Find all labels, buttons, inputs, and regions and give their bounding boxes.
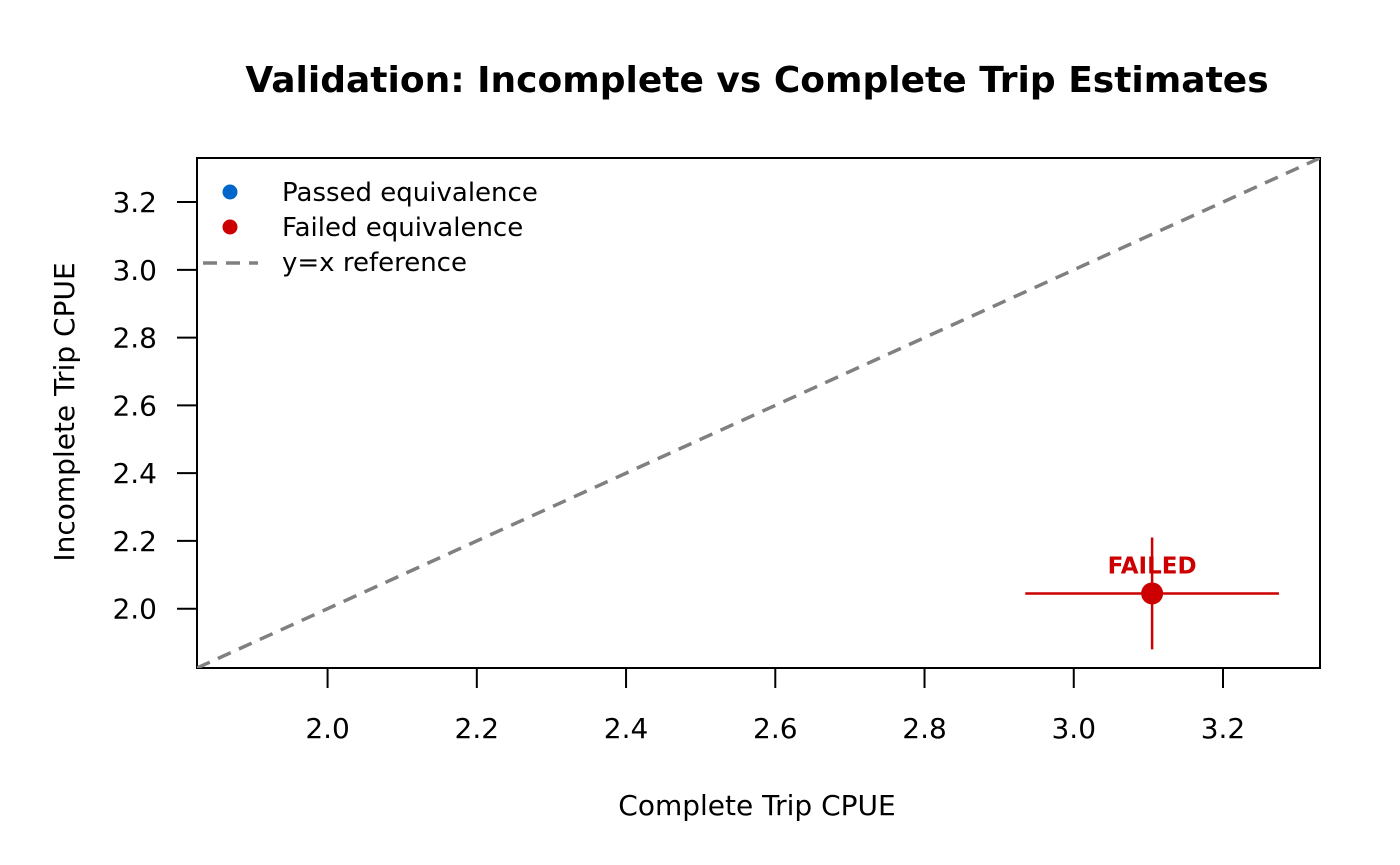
y-axis: 2.0 2.2 2.4 2.6 2.8 3.0 3.2 [112,186,198,626]
y-tick-label: 2.8 [112,322,157,355]
legend: Passed equivalence Failed equivalence y=x … [203,178,538,278]
x-tick-label: 2.0 [305,712,350,745]
legend-label: Passed equivalence [282,178,538,208]
x-tick-label: 3.2 [1201,712,1246,745]
y-tick-label: 3.2 [112,186,157,219]
y-tick-label: 2.4 [112,457,157,490]
legend-marker [222,184,238,200]
chart-title: Validation: Incomplete vs Complete Trip … [245,60,1268,101]
y-tick-label: 2.6 [112,389,157,422]
legend-marker [222,219,238,235]
x-tick-label: 2.4 [604,712,649,745]
x-axis-label: Complete Trip CPUE [618,789,895,822]
x-tick-label: 2.8 [902,712,947,745]
x-axis: 2.0 2.2 2.4 2.6 2.8 3.0 3.2 [305,667,1246,745]
data-points: FAILED [1025,537,1279,650]
y-axis-label: Incomplete Trip CPUE [48,262,81,561]
point-annotation: FAILED [1108,553,1197,579]
legend-label: Failed equivalence [282,213,523,243]
y-tick-label: 2.2 [112,525,157,558]
legend-label: y=x reference [282,248,467,278]
y-tick-label: 2.0 [112,593,157,626]
y-tick-label: 3.0 [112,254,157,287]
x-tick-label: 3.0 [1051,712,1096,745]
x-tick-label: 2.2 [455,712,500,745]
data-point-failed [1141,582,1164,605]
x-tick-label: 2.6 [753,712,798,745]
